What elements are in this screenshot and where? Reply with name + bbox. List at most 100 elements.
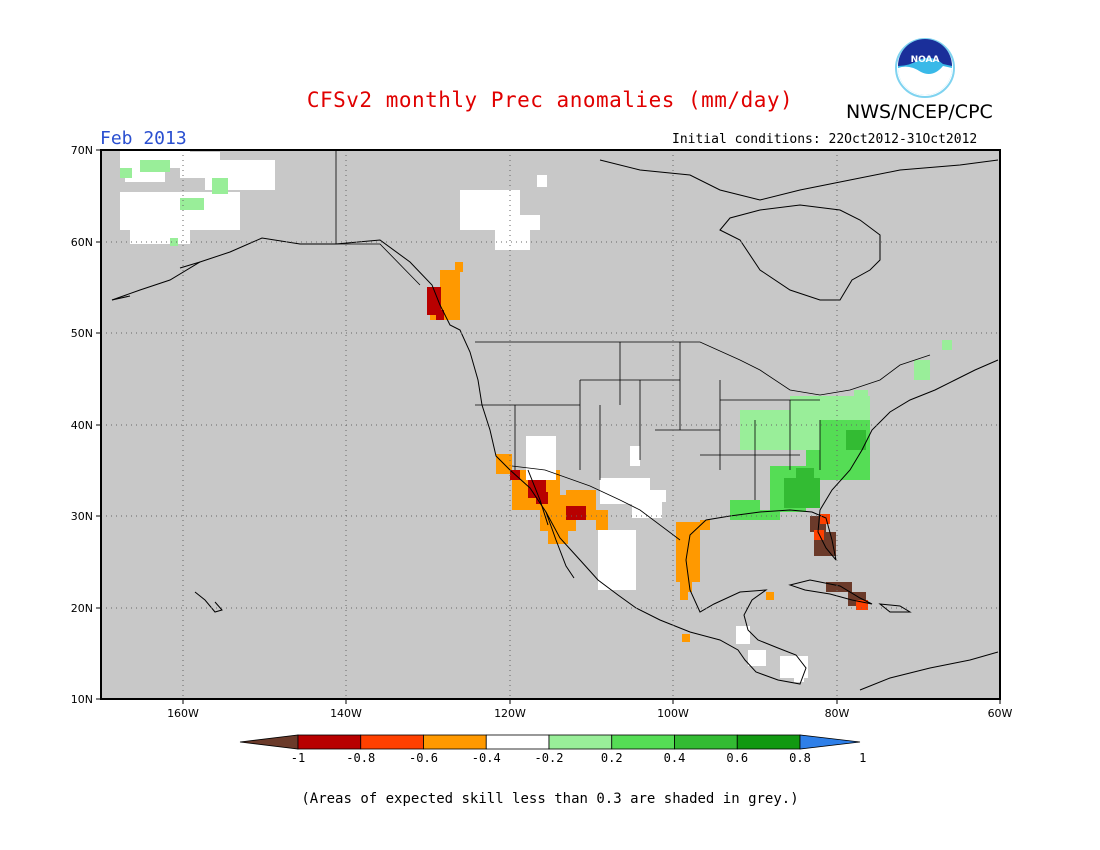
anomaly-cell — [170, 238, 178, 246]
anomaly-cell — [748, 650, 766, 666]
anomaly-cell — [760, 510, 780, 520]
colorbar-box — [485, 734, 550, 750]
logo-text: NOAA — [911, 55, 940, 65]
anomaly-cell — [526, 436, 556, 480]
aleutians — [111, 261, 201, 301]
anomaly-cell — [942, 340, 952, 350]
anomaly-cell — [520, 215, 540, 230]
anomaly-cell — [806, 450, 870, 480]
axis-ticks — [96, 149, 1001, 704]
anomaly-cell — [796, 468, 814, 480]
anomaly-cell — [537, 175, 547, 187]
us-states — [475, 342, 821, 500]
colorbar-box — [297, 734, 362, 750]
colorbar: -1 -0.8 -0.6 -0.4 -0.2 0.2 0.4 0.6 0.8 1 — [239, 734, 866, 765]
hudson-bay — [719, 204, 881, 301]
anomaly-cell — [610, 560, 634, 590]
colorbar-label: 1 — [859, 751, 866, 765]
arctic-islands — [599, 159, 999, 201]
lat-label: 50N — [71, 327, 93, 340]
lon-label: 160W — [167, 707, 199, 720]
north-america-coast — [111, 237, 999, 685]
anomaly-cell — [680, 590, 688, 600]
agency-label: NWS/NCEP/CPC — [846, 101, 993, 123]
lon-label: 120W — [494, 707, 526, 720]
anomaly-cell — [596, 510, 608, 530]
longitude-labels: 160W 140W 120W 100W 80W 60W — [167, 707, 1012, 720]
anomaly-cell — [820, 514, 830, 524]
us-canada-border — [475, 341, 931, 396]
anomaly-cell — [854, 390, 868, 404]
anomaly-cell — [766, 592, 774, 600]
lat-label: 70N — [71, 144, 93, 157]
cuba — [788, 579, 873, 605]
anomaly-cell — [436, 310, 444, 320]
anomaly-cell — [566, 506, 586, 520]
colorbar-label: -0.2 — [535, 751, 564, 765]
anomaly-cell — [212, 178, 228, 194]
lat-label: 30N — [71, 510, 93, 523]
colorbar-end-left — [239, 734, 299, 750]
lon-label: 140W — [330, 707, 362, 720]
anomaly-cell — [730, 500, 760, 520]
us-mexico-border — [511, 465, 681, 541]
colorbar-label: 0.8 — [789, 751, 811, 765]
anomaly-cell — [736, 626, 750, 644]
lon-label: 60W — [988, 707, 1013, 720]
lat-label: 40N — [71, 419, 93, 432]
latitude-labels: 70N 60N 50N 40N 30N 20N 10N — [71, 144, 93, 706]
anomaly-cell — [455, 262, 463, 272]
anomaly-cell — [648, 490, 666, 502]
colorbar-box — [736, 734, 801, 750]
month-label: Feb 2013 — [100, 128, 187, 149]
footnote: (Areas of expected skill less than 0.3 a… — [301, 791, 799, 807]
anomaly-cell — [700, 520, 710, 530]
anomaly-cell — [632, 498, 662, 518]
mexico-west-coast — [527, 469, 575, 579]
colorbar-label: -1 — [291, 751, 305, 765]
lon-label: 100W — [657, 707, 689, 720]
chart-title: CFSv2 monthly Prec anomalies (mm/day) — [306, 88, 794, 112]
alaska-canada-border — [335, 150, 421, 286]
anomaly-cell — [180, 198, 204, 210]
colorbar-box — [611, 734, 675, 750]
colorbar-label: -0.6 — [409, 751, 438, 765]
anomaly-cell — [914, 360, 930, 380]
anomaly-cell — [427, 287, 441, 315]
colorbar-box — [674, 734, 738, 750]
colorbar-label: 0.4 — [664, 751, 686, 765]
anomaly-cell — [120, 168, 132, 178]
anomaly-cell — [495, 230, 530, 250]
colorbar-label: 0.2 — [601, 751, 623, 765]
lon-label: 80W — [825, 707, 850, 720]
south-america-north — [859, 651, 999, 691]
lat-label: 20N — [71, 602, 93, 615]
coastlines — [111, 159, 999, 691]
hawaii — [194, 591, 223, 613]
anomaly-cell — [630, 446, 640, 466]
anomaly-cell — [548, 528, 568, 544]
anomaly-layer — [120, 150, 952, 682]
anomaly-cell — [460, 190, 520, 230]
colorbar-end-right — [799, 734, 861, 750]
anomaly-cell — [846, 430, 866, 450]
colorbar-box — [548, 734, 613, 750]
noaa-logo: NOAA — [895, 38, 955, 98]
anomaly-cell — [826, 582, 852, 592]
colorbar-label: -0.8 — [346, 751, 375, 765]
anomaly-cell — [140, 160, 170, 172]
anomaly-cell — [794, 672, 804, 682]
colorbar-label: -0.4 — [472, 751, 501, 765]
colorbar-label: 0.6 — [726, 751, 748, 765]
colorbar-box — [423, 734, 487, 750]
political-borders — [335, 150, 931, 541]
anomaly-cell — [120, 192, 240, 230]
lat-label: 10N — [71, 693, 93, 706]
anomaly-cell — [682, 634, 690, 642]
hispaniola — [878, 603, 912, 613]
colorbar-box — [360, 734, 424, 750]
lat-label: 60N — [71, 236, 93, 249]
anomaly-cell — [120, 150, 190, 168]
initial-conditions: Initial conditions: 22Oct2012-31Oct2012 — [672, 132, 978, 147]
